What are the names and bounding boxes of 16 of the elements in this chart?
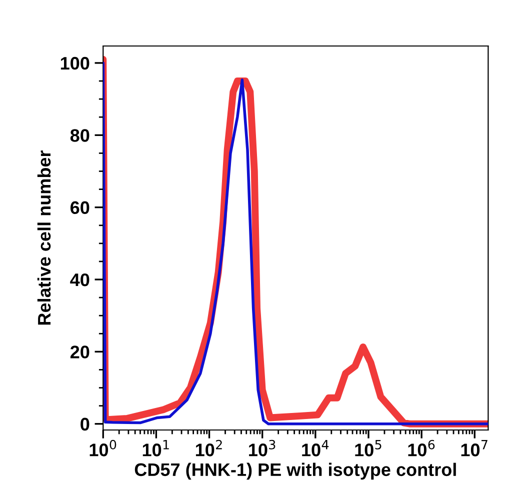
y-tick-label: 0 — [80, 418, 90, 431]
x-tick-label: 10$^{3}$ — [249, 440, 276, 456]
x-axis-title: CD57 (HNK-1) PE with isotype control — [134, 462, 456, 480]
y-tick-label: 20 — [70, 346, 90, 358]
y-tick-label: 40 — [70, 273, 90, 286]
y-tick-label: 80 — [70, 129, 90, 142]
x-tick-label: 10$^{6}$ — [408, 440, 435, 456]
y-tick-label: 60 — [70, 201, 90, 214]
x-tick-label: 10$^{5}$ — [355, 440, 382, 456]
x-tick-label: 10$^{1}$ — [142, 440, 169, 456]
y-axis-title: Relative cell number — [37, 150, 51, 325]
x-tick-label: 10$^{4}$ — [302, 440, 329, 456]
x-tick-label: 10$^{7}$ — [461, 440, 488, 456]
x-tick-label: 10$^{2}$ — [196, 440, 222, 456]
x-tick-label: 10$^{0}$ — [90, 440, 116, 456]
y-tick-label: 100 — [60, 56, 90, 70]
